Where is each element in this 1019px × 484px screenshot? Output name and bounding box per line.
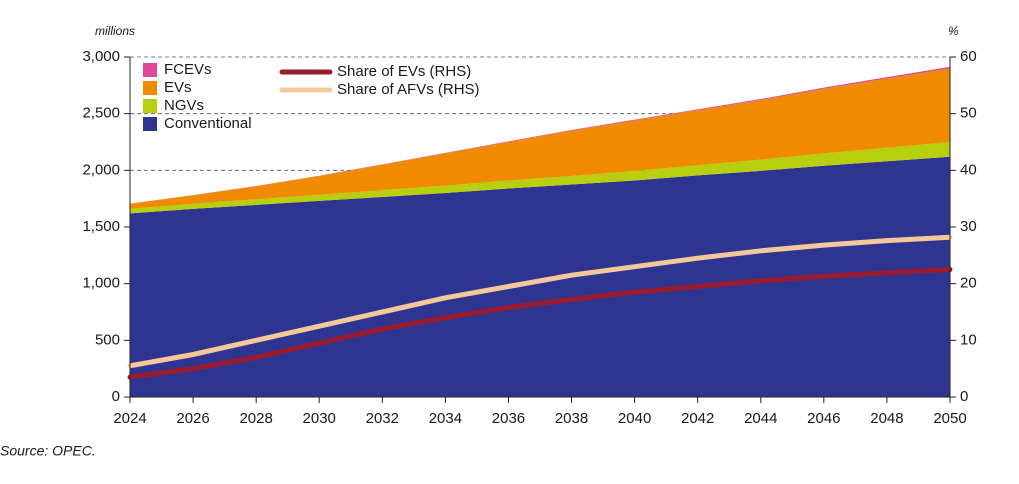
y2-tick-label: 60 bbox=[960, 48, 977, 65]
y2-axis-label: % bbox=[948, 24, 959, 38]
y2-tick-label: 0 bbox=[960, 388, 968, 405]
legend-swatch bbox=[143, 99, 157, 113]
area bbox=[130, 66, 950, 204]
legend-label: Share of EVs (RHS) bbox=[337, 63, 471, 80]
y-tick-label: 0 bbox=[112, 388, 120, 405]
x-tick-label: 2040 bbox=[618, 410, 651, 427]
y-tick-label: 2,000 bbox=[82, 161, 120, 178]
legend-label: Share of AFVs (RHS) bbox=[337, 81, 480, 98]
x-tick-label: 2044 bbox=[744, 410, 777, 427]
y2-tick-label: 40 bbox=[960, 161, 977, 178]
legend-label: EVs bbox=[164, 79, 192, 96]
y2-tick-label: 20 bbox=[960, 275, 977, 292]
line bbox=[127, 234, 953, 369]
x-tick-label: 2024 bbox=[113, 410, 146, 427]
legend-label: FCEVs bbox=[164, 61, 212, 78]
legend-label: Conventional bbox=[164, 115, 252, 132]
y-tick-label: 1,500 bbox=[82, 218, 120, 235]
x-tick-label: 2032 bbox=[366, 410, 399, 427]
source: Source: OPEC. bbox=[0, 443, 96, 459]
area bbox=[130, 68, 950, 209]
y-tick-label: 2,500 bbox=[82, 105, 120, 122]
y2-tick-label: 30 bbox=[960, 218, 977, 235]
x-tick-label: 2038 bbox=[555, 410, 588, 427]
x-tick-label: 2048 bbox=[870, 410, 903, 427]
y2-tick-label: 10 bbox=[960, 331, 977, 348]
y-axis-label: millions bbox=[95, 24, 135, 38]
legend-swatch bbox=[143, 81, 157, 95]
x-tick-label: 2050 bbox=[933, 410, 966, 427]
x-tick-label: 2034 bbox=[429, 410, 462, 427]
x-tick-label: 2042 bbox=[681, 410, 714, 427]
y2-tick-label: 50 bbox=[960, 105, 977, 122]
y-tick-label: 500 bbox=[95, 331, 120, 348]
x-tick-label: 2030 bbox=[303, 410, 336, 427]
area bbox=[130, 142, 950, 214]
legend-swatch bbox=[143, 117, 157, 131]
x-tick-label: 2036 bbox=[492, 410, 525, 427]
x-tick-label: 2026 bbox=[176, 410, 209, 427]
x-tick-label: 2046 bbox=[807, 410, 840, 427]
x-tick-label: 2028 bbox=[239, 410, 272, 427]
line bbox=[127, 267, 953, 380]
y-tick-label: 1,000 bbox=[82, 275, 120, 292]
y-tick-label: 3,000 bbox=[82, 48, 120, 65]
legend-swatch bbox=[143, 63, 157, 77]
area bbox=[130, 156, 950, 397]
legend-label: NGVs bbox=[164, 97, 204, 114]
